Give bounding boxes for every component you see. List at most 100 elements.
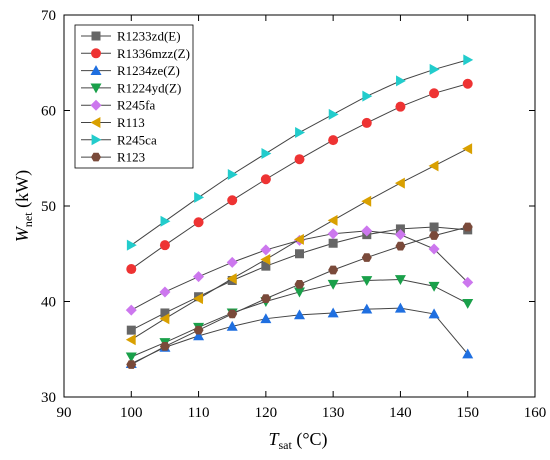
data-point	[394, 302, 406, 313]
data-point	[226, 256, 238, 268]
data-point	[260, 244, 272, 256]
data-point	[261, 261, 271, 271]
data-point	[227, 195, 238, 206]
legend-marker	[90, 117, 101, 128]
data-point	[428, 160, 439, 172]
data-point	[327, 279, 339, 290]
data-point	[361, 253, 372, 262]
data-point	[194, 191, 205, 203]
legend-marker	[90, 65, 102, 75]
data-point	[328, 238, 338, 248]
y-tick-label: 30	[41, 390, 56, 406]
data-point	[295, 126, 305, 138]
x-tick-label: 110	[188, 405, 210, 421]
data-point	[395, 241, 406, 251]
legend-label: R245ca	[117, 132, 157, 147]
data-point	[429, 88, 440, 99]
legend-label: R1224yd(Z)	[117, 80, 181, 95]
x-tick-label: 100	[120, 405, 143, 421]
data-point	[428, 308, 440, 319]
legend-label: R245fa	[117, 98, 156, 113]
x-tick-label: 150	[456, 405, 479, 421]
series-5	[125, 143, 473, 346]
y-tick-label: 60	[41, 104, 56, 120]
legend-label: R113	[117, 115, 145, 130]
data-point	[159, 313, 170, 325]
data-point	[294, 309, 305, 320]
y-tick-label: 50	[41, 199, 56, 215]
data-point	[362, 90, 373, 102]
legend-marker	[91, 48, 101, 59]
data-point	[226, 273, 237, 285]
data-point	[125, 352, 137, 363]
legend-marker	[90, 99, 102, 111]
data-point	[193, 271, 205, 283]
legend-label: R1336mzz(Z)	[117, 46, 190, 61]
legend-marker	[91, 31, 101, 41]
data-point	[462, 348, 474, 359]
data-point	[261, 147, 272, 159]
data-point	[462, 78, 473, 89]
data-point	[462, 299, 474, 309]
x-axis-label-unit: (°C)	[292, 429, 328, 450]
data-point	[126, 325, 136, 335]
x-tick-label: 140	[389, 405, 412, 421]
data-point	[394, 275, 406, 286]
y-axis-label: Wnet (kW)	[12, 170, 35, 242]
legend-label: R123	[117, 150, 145, 165]
x-tick-label: 90	[57, 405, 72, 421]
data-point	[227, 309, 238, 319]
data-point	[462, 276, 474, 288]
data-point	[462, 143, 473, 155]
data-point	[394, 177, 405, 189]
data-point	[193, 217, 204, 228]
y-axis-label-sub: net	[21, 212, 35, 227]
data-point	[396, 75, 406, 87]
legend-marker	[90, 83, 102, 94]
legend: R1233zd(E) R1336mzz(Z) R1234ze(Z) R1224yd(Z…	[74, 24, 194, 169]
data-point	[361, 303, 373, 314]
axis-ticks: 90 100 110 120 130 140 150 160 30 40 50 60 70	[41, 8, 546, 421]
data-point	[126, 360, 137, 369]
legend-label: R1233zd(E)	[117, 29, 181, 44]
data-point	[327, 228, 339, 240]
data-point	[260, 253, 271, 265]
data-point	[327, 214, 338, 226]
data-point	[260, 294, 271, 303]
x-tick-label: 120	[255, 405, 278, 421]
data-point	[327, 307, 339, 318]
data-point	[160, 215, 171, 227]
data-point	[294, 279, 305, 289]
y-axis-label-main: W	[12, 225, 32, 242]
data-point	[429, 222, 439, 232]
data-point	[294, 287, 305, 298]
legend-label: R1234ze(Z)	[117, 63, 180, 78]
data-point	[428, 281, 440, 292]
data-point	[328, 108, 339, 120]
data-point	[394, 229, 406, 241]
legend-marker	[91, 152, 101, 162]
x-axis-label-main: T	[268, 429, 280, 449]
data-point	[126, 239, 137, 251]
series-7	[126, 222, 473, 369]
data-point	[125, 304, 137, 316]
legend-marker	[91, 134, 102, 146]
data-point	[260, 313, 272, 324]
data-point	[328, 135, 339, 146]
data-point	[160, 308, 170, 318]
x-axis-label: Tsat (°C)	[268, 429, 327, 452]
data-point	[159, 240, 170, 251]
data-point	[361, 195, 372, 207]
data-point	[429, 63, 440, 75]
data-point	[294, 233, 304, 245]
y-tick-label: 70	[41, 8, 56, 24]
data-point	[227, 168, 238, 180]
data-point	[193, 293, 203, 305]
data-point	[295, 249, 304, 259]
series-2	[125, 302, 474, 368]
data-point	[395, 224, 405, 234]
data-point	[159, 342, 170, 351]
data-point	[328, 265, 339, 275]
data-point	[294, 154, 305, 165]
